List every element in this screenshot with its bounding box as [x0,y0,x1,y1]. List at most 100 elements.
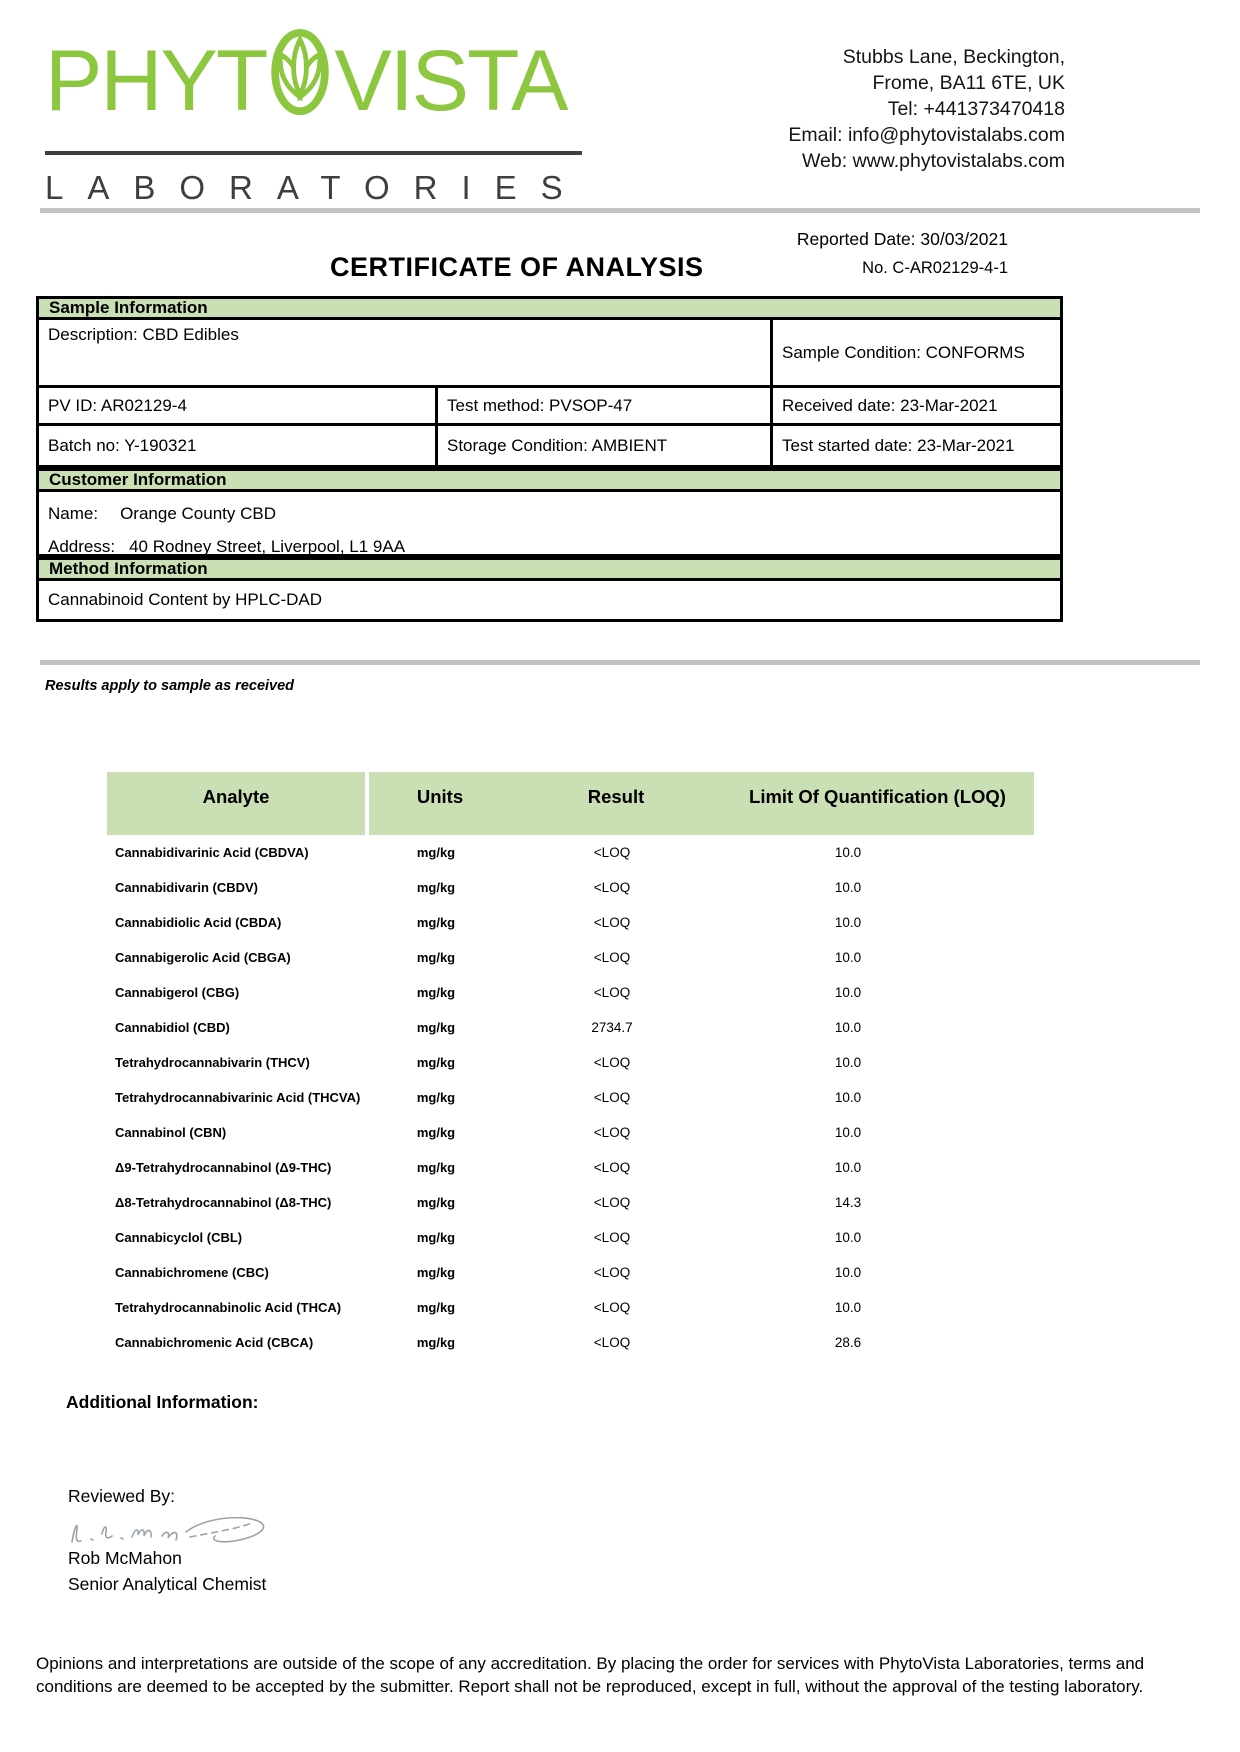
customer-name-line: Name: Orange County CBD [48,504,1051,524]
analyte-result: <LOQ [593,1335,631,1350]
company-logo: PHYT VISTA LABORATORIES [45,26,590,207]
table-row: Cannabicyclol (CBL) mg/kg <LOQ 10.0 [107,1220,1034,1255]
batch-no: Batch no: Y-190321 [39,426,438,465]
table-row: Cannabinol (CBN) mg/kg <LOQ 10.0 [107,1115,1034,1150]
pv-id: PV ID: AR02129-4 [39,388,438,423]
customer-information-header: Customer Information [36,468,1063,492]
results-divider [40,660,1200,665]
header-divider [40,208,1200,213]
analyte-name: Cannabidivarinic Acid (CBDVA) [115,845,309,860]
table-row: Cannabichromene (CBC) mg/kg <LOQ 10.0 [107,1255,1034,1290]
customer-address-label: Address: [48,537,116,556]
customer-name-value: Orange County CBD [120,504,276,523]
customer-address-value: 40 Rodney Street, Liverpool, L1 9AA [129,537,406,556]
report-meta: Reported Date: 30/03/2021 No. C-AR02129-… [797,229,1008,278]
analyte-loq: 10.0 [834,880,862,895]
analyte-loq: 10.0 [834,1300,862,1315]
analyte-units: mg/kg [416,880,456,895]
analyte-loq: 10.0 [834,950,862,965]
customer-address-line: Address: 40 Rodney Street, Liverpool, L1… [48,537,1051,557]
analyte-loq: 10.0 [834,1230,862,1245]
additional-information-label: Additional Information: [66,1392,259,1412]
analyte-result: <LOQ [593,915,631,930]
contact-web: Web: www.phytovistalabs.com [802,150,1065,172]
analyte-name: Cannabigerolic Acid (CBGA) [115,950,291,965]
analyte-loq: 10.0 [834,985,862,1000]
sample-ids-row: PV ID: AR02129-4 Test method: PVSOP-47 R… [36,388,1063,426]
analyte-name: Cannabidiolic Acid (CBDA) [115,915,282,930]
analyte-result: <LOQ [593,1230,631,1245]
analyte-result: 2734.7 [591,1020,633,1035]
table-row: Cannabigerolic Acid (CBGA) mg/kg <LOQ 10… [107,940,1034,975]
method-information-header: Method Information [36,557,1063,581]
analyte-units: mg/kg [416,1020,456,1035]
lab-contact-block: Stubbs Lane, Beckington, Frome, BA11 6TE… [788,44,1065,174]
analyte-loq: 14.3 [834,1195,862,1210]
test-method: Test method: PVSOP-47 [438,388,773,423]
analyte-name: Tetrahydrocannabivarinic Acid (THCVA) [115,1090,361,1105]
table-row: Cannabidivarinic Acid (CBDVA) mg/kg <LOQ… [107,835,1034,870]
analyte-loq: 28.6 [834,1335,862,1350]
contact-phone: Tel: +441373470418 [887,98,1065,120]
storage-condition: Storage Condition: AMBIENT [438,426,773,465]
analyte-name: Cannabigerol (CBG) [115,985,240,1000]
analyte-name: Cannabichromenic Acid (CBCA) [115,1335,314,1350]
table-row: Tetrahydrocannabinolic Acid (THCA) mg/kg… [107,1290,1034,1325]
table-row: Cannabichromenic Acid (CBCA) mg/kg <LOQ … [107,1325,1034,1360]
contact-address-line2: Frome, BA11 6TE, UK [872,72,1065,94]
analyte-result: <LOQ [593,1300,631,1315]
contact-address-line1: Stubbs Lane, Beckington, [842,46,1065,68]
analyte-name: Tetrahydrocannabinolic Acid (THCA) [115,1300,342,1315]
analyte-units: mg/kg [416,1125,456,1140]
reviewed-by-label: Reviewed By: [68,1486,175,1506]
sample-batch-row: Batch no: Y-190321 Storage Condition: AM… [36,426,1063,468]
header-analyte: Analyte [107,772,365,835]
analyte-result: <LOQ [593,1265,631,1280]
analyte-loq: 10.0 [834,845,862,860]
analyte-units: mg/kg [416,1300,456,1315]
analyte-name: Δ8-Tetrahydrocannabinol (Δ8-THC) [115,1195,332,1210]
reviewer-title: Senior Analytical Chemist [68,1574,267,1594]
sample-information-header: Sample Information [36,296,1063,320]
customer-box: Name: Orange County CBD Address: 40 Rodn… [36,492,1063,557]
received-date: Received date: 23-Mar-2021 [782,395,998,415]
header-rest: Units Result Limit Of Quantification (LO… [369,772,1034,835]
table-row: Cannabidivarin (CBDV) mg/kg <LOQ 10.0 [107,870,1034,905]
analyte-name: Δ9-Tetrahydrocannabinol (Δ9-THC) [115,1160,332,1175]
sample-description: Description: CBD Edibles [39,320,773,385]
results-note: Results apply to sample as received [45,678,295,694]
report-number: No. C-AR02129-4-1 [862,259,1008,277]
analyte-name: Cannabinol (CBN) [115,1125,227,1140]
analyte-result: <LOQ [593,1090,631,1105]
analyte-result: <LOQ [593,880,631,895]
analyte-units: mg/kg [416,845,456,860]
table-row: Cannabidiolic Acid (CBDA) mg/kg <LOQ 10.… [107,905,1034,940]
analyte-units: mg/kg [416,950,456,965]
table-row: Cannabidiol (CBD) mg/kg 2734.7 10.0 [107,1010,1034,1045]
header-loq: Limit Of Quantification (LOQ) [749,786,1006,807]
sample-description-row: Description: CBD Edibles Sample Conditio… [36,320,1063,388]
analyte-loq: 10.0 [834,1090,862,1105]
analyte-result: <LOQ [593,1160,631,1175]
analyte-loq: 10.0 [834,1160,862,1175]
signature-image [64,1508,279,1557]
header-result: Result [587,786,645,807]
logo-subtitle: LABORATORIES [45,169,587,206]
analyte-loq: 10.0 [834,1055,862,1070]
sample-condition: Sample Condition: CONFORMS [782,342,1025,362]
analyte-result: <LOQ [593,950,631,965]
footer-disclaimer: Opinions and interpretations are outside… [36,1654,1145,1696]
logo-underline [45,151,582,155]
analyte-loq: 10.0 [834,1125,862,1140]
analyte-units: mg/kg [416,1090,456,1105]
analyte-name: Cannabichromene (CBC) [115,1265,269,1280]
results-table-header: Analyte Units Result Limit Of Quantifica… [107,772,1034,835]
customer-name-label: Name: [48,504,99,523]
analyte-units: mg/kg [416,1055,456,1070]
results-table-body: Cannabidivarinic Acid (CBDVA) mg/kg <LOQ… [107,835,1034,1360]
table-row: Δ9-Tetrahydrocannabinol (Δ9-THC) mg/kg <… [107,1150,1034,1185]
test-started-date: Test started date: 23-Mar-2021 [782,435,1015,455]
analyte-result: <LOQ [593,1055,631,1070]
leaf-icon [269,28,331,135]
analyte-units: mg/kg [416,1335,456,1350]
